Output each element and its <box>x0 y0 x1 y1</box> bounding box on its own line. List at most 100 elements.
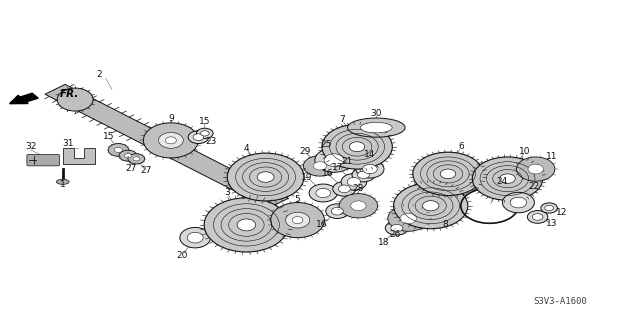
Text: 15: 15 <box>199 117 211 126</box>
Text: 10: 10 <box>519 147 531 156</box>
Text: 26: 26 <box>390 230 401 239</box>
Ellipse shape <box>159 132 183 148</box>
Text: 18: 18 <box>378 238 390 247</box>
Text: 6: 6 <box>458 142 463 151</box>
Text: 17: 17 <box>332 163 344 172</box>
Ellipse shape <box>352 168 375 182</box>
Ellipse shape <box>516 157 555 181</box>
Ellipse shape <box>108 144 129 156</box>
Ellipse shape <box>188 131 209 144</box>
Ellipse shape <box>358 171 369 178</box>
Text: 16: 16 <box>316 220 328 229</box>
Text: 32: 32 <box>25 142 36 151</box>
Text: 29: 29 <box>299 147 310 156</box>
Ellipse shape <box>391 225 403 232</box>
Text: 1: 1 <box>60 180 65 189</box>
Ellipse shape <box>541 203 557 213</box>
Ellipse shape <box>528 164 543 174</box>
Ellipse shape <box>500 174 515 183</box>
Ellipse shape <box>193 134 204 140</box>
Ellipse shape <box>400 213 417 224</box>
Ellipse shape <box>394 183 468 229</box>
Ellipse shape <box>349 142 365 152</box>
Ellipse shape <box>115 147 122 152</box>
Text: 2: 2 <box>97 70 102 79</box>
Ellipse shape <box>200 131 209 136</box>
Ellipse shape <box>128 154 145 164</box>
Text: 13: 13 <box>546 219 557 228</box>
Ellipse shape <box>363 164 377 174</box>
Ellipse shape <box>315 148 353 172</box>
Ellipse shape <box>316 188 330 198</box>
Text: 14: 14 <box>364 150 376 159</box>
Text: FR.: FR. <box>60 89 79 99</box>
Text: 9: 9 <box>168 114 173 122</box>
Ellipse shape <box>188 232 203 243</box>
Ellipse shape <box>510 197 527 208</box>
Ellipse shape <box>309 184 337 202</box>
Ellipse shape <box>165 137 177 144</box>
Text: 28: 28 <box>353 184 364 193</box>
Text: 11: 11 <box>546 152 557 161</box>
Ellipse shape <box>339 194 378 218</box>
Ellipse shape <box>204 198 289 252</box>
Text: 21: 21 <box>342 157 353 166</box>
Ellipse shape <box>257 172 274 182</box>
Ellipse shape <box>119 150 137 161</box>
Ellipse shape <box>133 157 140 161</box>
Ellipse shape <box>385 221 408 235</box>
Ellipse shape <box>143 123 198 158</box>
Text: 24: 24 <box>497 177 508 186</box>
Ellipse shape <box>545 205 554 211</box>
FancyBboxPatch shape <box>27 154 60 166</box>
Ellipse shape <box>285 212 310 228</box>
Ellipse shape <box>180 227 211 248</box>
Ellipse shape <box>348 177 360 186</box>
Ellipse shape <box>332 207 343 215</box>
Text: 7: 7 <box>340 115 345 124</box>
Ellipse shape <box>339 185 350 193</box>
Ellipse shape <box>532 214 543 220</box>
Ellipse shape <box>124 153 132 158</box>
Ellipse shape <box>326 204 349 219</box>
Ellipse shape <box>333 182 356 196</box>
Text: 25: 25 <box>321 140 332 149</box>
Text: 27: 27 <box>125 164 137 173</box>
Text: 22: 22 <box>529 182 540 191</box>
Text: 4: 4 <box>244 144 249 153</box>
Text: 8: 8 <box>442 220 447 229</box>
Ellipse shape <box>237 219 256 231</box>
Text: 3: 3 <box>225 189 230 197</box>
Ellipse shape <box>360 122 392 133</box>
FancyArrow shape <box>10 93 38 104</box>
Ellipse shape <box>348 118 405 137</box>
Ellipse shape <box>502 192 534 213</box>
Ellipse shape <box>440 169 456 179</box>
Text: 30: 30 <box>371 109 382 118</box>
Ellipse shape <box>303 156 337 176</box>
Ellipse shape <box>388 206 429 231</box>
Text: S3V3-A1600: S3V3-A1600 <box>533 297 587 306</box>
Ellipse shape <box>341 174 367 190</box>
Text: 23: 23 <box>205 137 217 146</box>
Text: 15: 15 <box>103 132 115 141</box>
Polygon shape <box>63 148 95 164</box>
Ellipse shape <box>57 88 93 111</box>
Text: 16: 16 <box>322 169 333 178</box>
Text: 31: 31 <box>63 139 74 148</box>
Text: 20: 20 <box>177 251 188 260</box>
Ellipse shape <box>324 154 344 167</box>
Text: 5: 5 <box>295 195 300 204</box>
Ellipse shape <box>56 179 69 184</box>
Ellipse shape <box>351 201 366 211</box>
Ellipse shape <box>271 203 324 238</box>
Ellipse shape <box>356 160 384 178</box>
Ellipse shape <box>314 162 326 170</box>
Ellipse shape <box>322 124 392 169</box>
Ellipse shape <box>472 157 543 200</box>
Text: 27: 27 <box>140 166 152 175</box>
Ellipse shape <box>527 211 548 223</box>
Ellipse shape <box>196 128 213 138</box>
Polygon shape <box>45 85 289 208</box>
Ellipse shape <box>227 153 304 201</box>
